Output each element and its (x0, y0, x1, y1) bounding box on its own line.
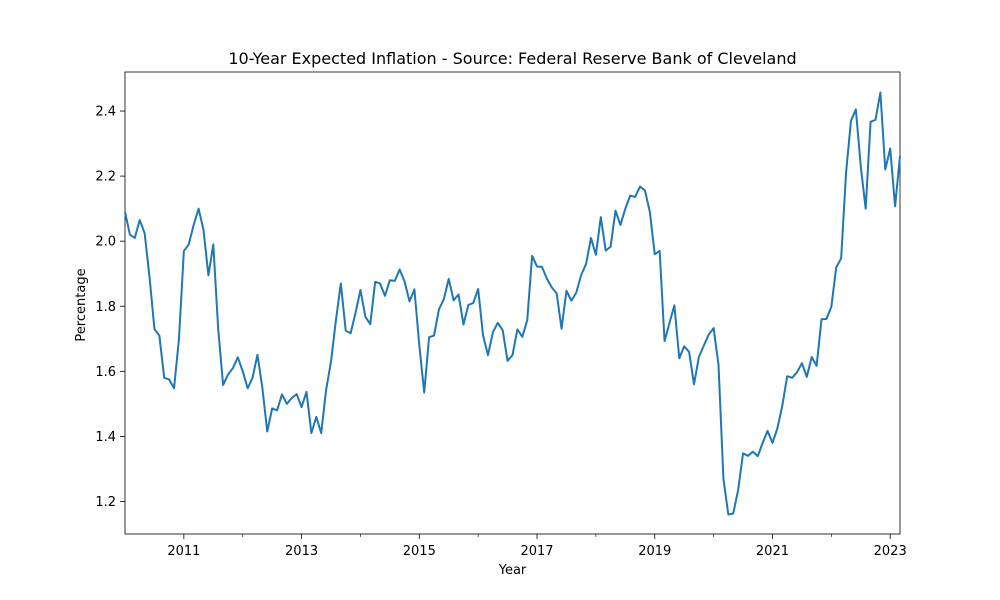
x-tick-label: 2015 (403, 544, 436, 559)
y-tick-label: 1.4 (95, 430, 116, 445)
y-tick-label: 1.6 (95, 365, 116, 380)
x-tick-label: 2011 (167, 544, 200, 559)
plot-frame (124, 71, 901, 535)
series-line-0 (124, 91, 901, 516)
chart-title: 10-Year Expected Inflation - Source: Fed… (228, 49, 796, 68)
x-tick-label: 2023 (874, 544, 907, 559)
y-tick-label: 1.8 (95, 300, 116, 315)
x-axis-label: Year (498, 563, 527, 578)
y-axis: 1.2 1.4 1.6 1.8 2.0 2.2 2.4 (95, 105, 125, 510)
x-axis: 2011 2013 2015 2017 2019 2021 2023 (167, 534, 907, 559)
y-tick-label: 2.2 (95, 170, 116, 185)
plot-area (124, 71, 901, 535)
y-axis-label: Percentage (74, 268, 89, 341)
y-tick-label: 1.2 (95, 495, 116, 510)
x-tick-label: 2019 (638, 544, 671, 559)
y-tick-label: 2.4 (95, 105, 116, 120)
x-tick-label: 2017 (520, 544, 553, 559)
y-tick-label: 2.0 (95, 235, 116, 250)
x-tick-label: 2021 (756, 544, 789, 559)
x-tick-label: 2013 (285, 544, 318, 559)
